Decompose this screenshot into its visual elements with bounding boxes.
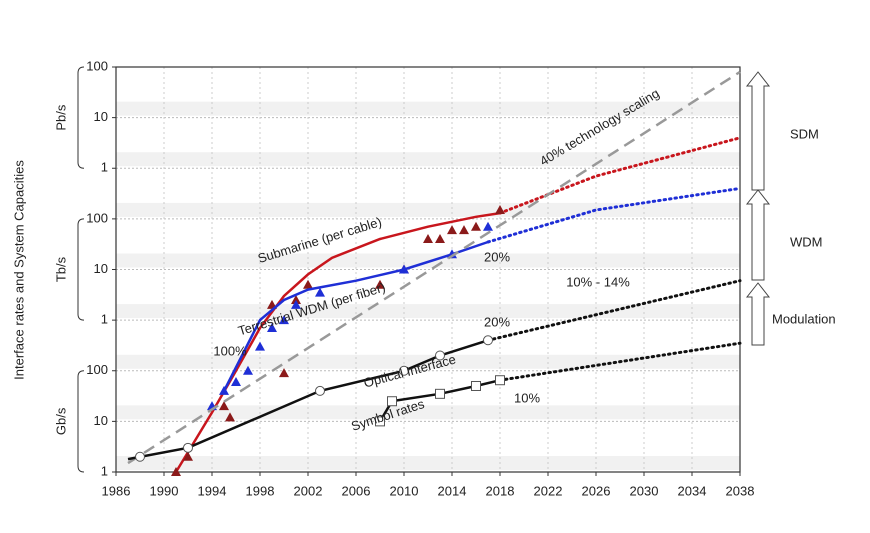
x-tick-label: 2002	[294, 483, 323, 498]
unit-bracket	[77, 218, 85, 321]
x-tick-label: 1990	[150, 483, 179, 498]
annotation: 20%	[484, 314, 510, 329]
marker	[267, 322, 277, 332]
x-tick-label: 1994	[198, 483, 227, 498]
marker	[219, 401, 229, 411]
arrow	[745, 71, 771, 191]
marker	[315, 287, 325, 297]
y-tick-label: 10	[94, 109, 108, 124]
y-tick-label: 1	[101, 312, 108, 327]
marker	[471, 221, 481, 231]
marker	[315, 385, 325, 396]
y-tick-label: 100	[86, 58, 108, 73]
unit-bracket	[77, 370, 85, 473]
right-label: WDM	[790, 234, 823, 249]
unit-bracket	[77, 66, 85, 169]
marker	[435, 388, 445, 399]
marker	[483, 335, 493, 346]
marker	[483, 221, 493, 231]
unit-label: Pb/s	[53, 104, 68, 131]
grid-band	[116, 152, 740, 167]
x-tick-label: 2038	[726, 483, 755, 498]
marker	[279, 315, 289, 325]
y-tick-label: 100	[86, 210, 108, 225]
y-tick-label: 10	[94, 261, 108, 276]
grid-band	[116, 304, 740, 319]
x-tick-label: 2014	[438, 483, 467, 498]
marker	[435, 234, 445, 244]
series-line	[127, 70, 741, 465]
marker	[231, 376, 241, 386]
annotation: 20%	[484, 249, 510, 264]
series-line	[222, 240, 489, 392]
x-tick-label: 2034	[678, 483, 707, 498]
y-tick-label: 100	[86, 362, 108, 377]
marker	[243, 365, 253, 375]
grid-band	[116, 253, 740, 268]
marker	[279, 368, 289, 378]
marker	[255, 341, 265, 351]
projection-line	[498, 341, 742, 382]
projection-line	[498, 136, 742, 215]
x-tick-label: 2006	[342, 483, 371, 498]
marker	[375, 279, 385, 289]
series-line	[127, 339, 489, 461]
projection-line	[486, 186, 742, 244]
marker	[471, 380, 481, 391]
x-tick-label: 2022	[534, 483, 563, 498]
projection-line	[486, 279, 742, 342]
x-tick-label: 2010	[390, 483, 419, 498]
grid-band	[116, 456, 740, 470]
grid-band	[116, 405, 740, 420]
x-tick-label: 1986	[102, 483, 131, 498]
y-axis-label: Interface rates and System Capacities	[11, 160, 26, 380]
annotation: 100%	[213, 343, 247, 358]
marker	[387, 396, 397, 407]
marker	[399, 264, 409, 274]
marker	[459, 225, 469, 235]
unit-label: Tb/s	[53, 256, 68, 282]
marker	[171, 467, 181, 476]
marker	[375, 416, 385, 427]
x-tick-label: 2026	[582, 483, 611, 498]
right-label: Modulation	[772, 311, 836, 326]
x-tick-label: 1998	[246, 483, 275, 498]
annotation: 10% - 14%	[566, 274, 630, 289]
grid-band	[116, 101, 740, 116]
marker	[447, 225, 457, 235]
unit-label: Gb/s	[53, 407, 68, 435]
y-tick-label: 1	[101, 160, 108, 175]
annotation: 10%	[514, 390, 540, 405]
marker	[219, 385, 229, 395]
marker	[495, 375, 505, 386]
marker	[435, 350, 445, 361]
y-tick-label: 10	[94, 413, 108, 428]
marker	[183, 442, 193, 453]
marker	[423, 234, 433, 244]
plot-frame	[115, 66, 741, 473]
right-label: SDM	[790, 126, 819, 141]
marker	[447, 249, 457, 259]
y-tick-label: 1	[101, 463, 108, 478]
marker	[183, 451, 193, 461]
marker	[135, 451, 145, 462]
grid-band	[116, 202, 740, 217]
marker	[399, 365, 409, 376]
marker	[303, 279, 313, 289]
marker	[291, 299, 301, 309]
marker	[225, 412, 235, 422]
arrow	[745, 189, 771, 281]
arrow	[745, 282, 771, 346]
x-tick-label: 2030	[630, 483, 659, 498]
marker	[291, 294, 301, 304]
x-tick-label: 2018	[486, 483, 515, 498]
marker	[495, 204, 505, 214]
